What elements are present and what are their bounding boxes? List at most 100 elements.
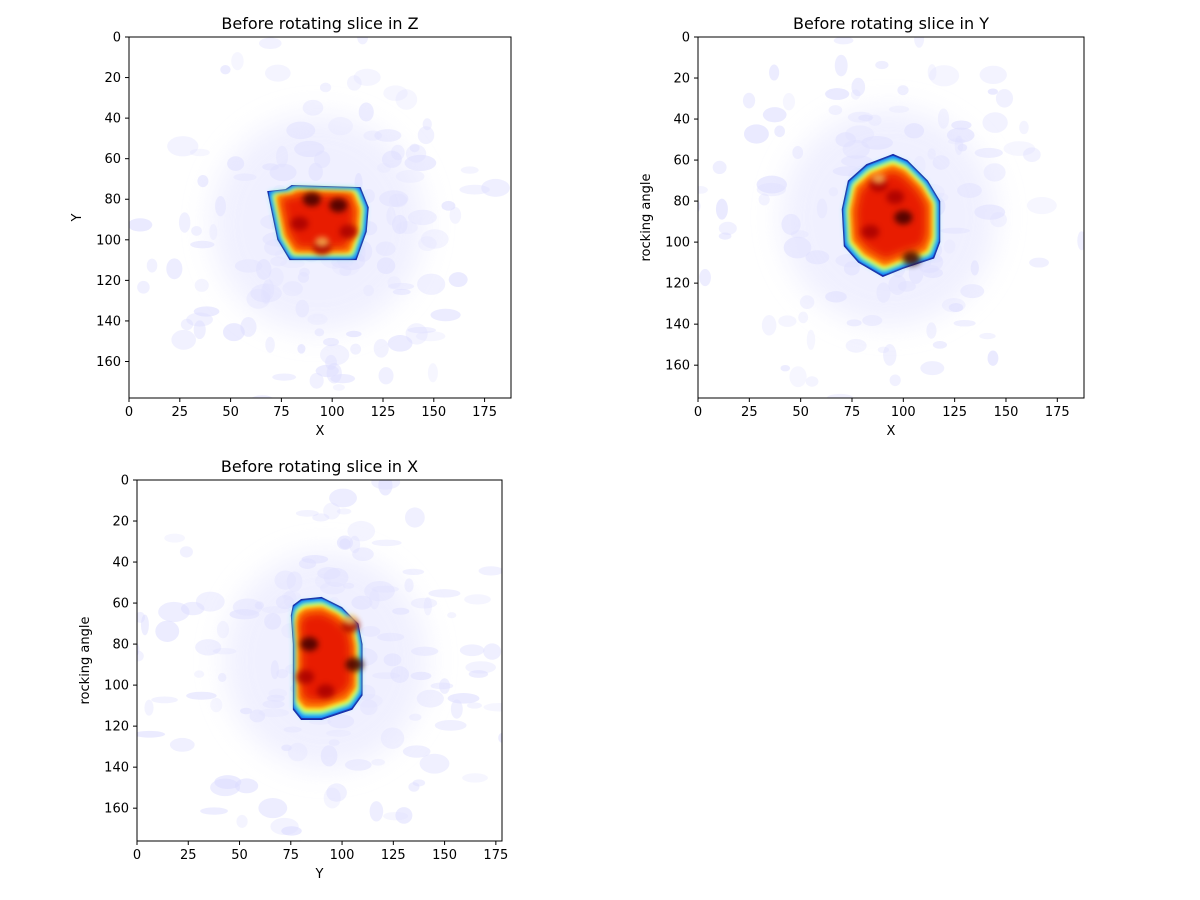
y-tick-label: 60 [104, 152, 121, 167]
background-speckle [953, 319, 976, 327]
background-speckle [330, 374, 356, 384]
background-speckle [780, 364, 791, 372]
x-axis-label: X [887, 424, 896, 439]
background-speckle [383, 85, 408, 101]
background-speckle [323, 502, 341, 520]
x-tick-label: 50 [231, 848, 248, 863]
heatmap-image [137, 480, 502, 841]
background-speckle [258, 797, 288, 819]
background-speckle [358, 102, 374, 122]
background-speckle [146, 258, 158, 273]
background-speckle [914, 37, 925, 48]
background-speckle [423, 596, 432, 616]
x-tick-label: 50 [222, 405, 239, 420]
y-tick-label: 40 [112, 556, 129, 571]
y-axis-label: rocking angle [639, 174, 654, 262]
background-speckle [407, 326, 436, 334]
hotspot [296, 669, 315, 684]
hotspot-light [343, 614, 358, 625]
background-speckle [258, 37, 282, 49]
background-speckle [409, 143, 420, 153]
background-speckle [419, 753, 450, 774]
background-speckle [806, 329, 816, 350]
background-speckle [194, 278, 209, 292]
hotspot [339, 224, 358, 239]
heatmap-panel-x: 0 25 50 75 100 125 150 175 0 20 40 60 80 100 120 140 160… [78, 457, 508, 882]
y-tick-label: 20 [673, 72, 690, 87]
x-tick-label: 150 [421, 405, 446, 420]
background-speckle [369, 801, 384, 822]
background-speckle [297, 343, 306, 354]
y-tick-label: 0 [113, 31, 121, 46]
background-speckle [404, 578, 414, 593]
background-speckle [1029, 257, 1049, 268]
background-speckle [137, 642, 140, 657]
y-tick-label: 20 [112, 515, 129, 530]
heatmap-image [698, 37, 1084, 398]
background-speckle [948, 302, 964, 312]
background-speckle [460, 166, 479, 174]
background-speckle [178, 212, 191, 233]
background-speckle [834, 54, 848, 77]
x-tick-label: 25 [180, 848, 197, 863]
background-speckle [459, 644, 485, 657]
background-speckle [186, 312, 213, 327]
background-speckle [315, 364, 339, 378]
background-speckle [309, 372, 324, 389]
background-speckle [468, 670, 489, 678]
x-tick-label: 50 [792, 405, 809, 420]
background-speckle [319, 82, 332, 93]
chart-title: Before rotating slice in X [221, 457, 418, 476]
background-speckle [778, 315, 797, 327]
background-speckle [169, 737, 195, 752]
background-speckle [295, 509, 319, 517]
background-speckle [346, 330, 362, 338]
axes-frame [136, 479, 503, 842]
background-speckle [395, 89, 418, 110]
x-tick-label: 100 [330, 848, 355, 863]
x-tick-label: 75 [273, 405, 290, 420]
background-speckle [272, 373, 297, 381]
background-speckle [404, 154, 437, 172]
x-tick-label: 125 [942, 405, 967, 420]
background-speckle [200, 807, 228, 815]
background-speckle [850, 89, 861, 100]
background-speckle [195, 639, 222, 656]
background-speckle [408, 782, 420, 792]
background-speckle [979, 332, 996, 340]
background-speckle [265, 336, 275, 353]
background-speckle [336, 535, 354, 550]
background-speckle [329, 488, 357, 508]
background-speckle [995, 89, 1014, 108]
background-speckle [179, 546, 193, 558]
x-tick-label: 175 [472, 405, 497, 420]
hotspot [861, 224, 880, 239]
x-tick-label: 125 [371, 405, 396, 420]
background-speckle [332, 384, 345, 391]
background-speckle [467, 702, 482, 709]
background-speckle [350, 343, 362, 355]
background-speckle [395, 807, 413, 824]
background-speckle [743, 124, 769, 144]
x-tick-label: 0 [125, 405, 133, 420]
background-speckle [347, 520, 376, 542]
x-axis-label: X [316, 424, 325, 439]
background-speckle [448, 272, 468, 288]
hotspot [902, 251, 921, 266]
background-speckle [447, 612, 457, 619]
x-tick-label: 100 [891, 405, 916, 420]
background-speckle [715, 198, 728, 220]
background-speckle [140, 614, 149, 636]
x-tick-label: 0 [133, 848, 141, 863]
x-tick-label: 75 [844, 405, 861, 420]
background-speckle [920, 361, 945, 376]
background-speckle [410, 597, 438, 609]
x-tick-label: 0 [694, 405, 702, 420]
background-speckle [447, 693, 480, 704]
axes-frame [128, 36, 512, 399]
background-speckle [718, 221, 737, 235]
background-speckle [302, 99, 324, 116]
y-tick-label: 80 [112, 638, 129, 653]
hotspot [345, 657, 364, 672]
